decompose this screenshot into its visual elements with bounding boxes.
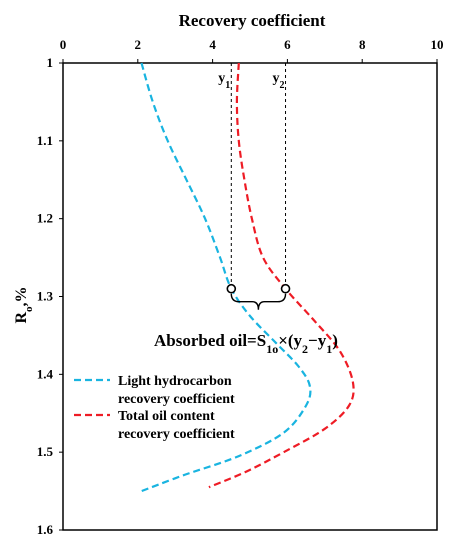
- x-tick-label: 4: [209, 37, 216, 52]
- brace-shape: [230, 293, 287, 310]
- x-tick-label: 8: [359, 37, 366, 52]
- y-tick-label: 1: [47, 55, 54, 70]
- legend-label: Total oil content: [118, 409, 215, 424]
- absorbed-oil-brace: [230, 293, 287, 310]
- absorbed-oil-annotation: Absorbed oil=S1o×(y2−y1): [154, 331, 338, 356]
- legend-label: recovery coefficient: [118, 392, 235, 407]
- chart-title: Recovery coefficient: [179, 11, 326, 30]
- legend-label: recovery coefficient: [118, 427, 235, 442]
- y-tick-label: 1.4: [37, 366, 54, 381]
- y-tick-label: 1.5: [37, 444, 54, 459]
- x-tick-label: 0: [60, 37, 67, 52]
- total-oil-series-line: [208, 62, 355, 489]
- marker-point: [280, 283, 291, 294]
- marker-label: y2: [273, 71, 285, 91]
- marker-point: [226, 283, 237, 294]
- x-tick-label: 6: [284, 37, 291, 52]
- y-tick-label: 1.3: [37, 289, 54, 304]
- x-tick-label: 10: [431, 37, 444, 52]
- y-tick-label: 1.6: [37, 522, 54, 537]
- marker-label: y1: [218, 71, 230, 91]
- plot-area: [62, 62, 438, 531]
- y-tick-label: 1.2: [37, 211, 53, 226]
- light-hydrocarbon-series-line: [140, 62, 312, 493]
- legend: Light hydrocarbon recovery coefficient Tot…: [74, 374, 235, 442]
- legend-label: Light hydrocarbon: [118, 374, 232, 389]
- y-axis-label: Ro,%: [13, 286, 35, 323]
- y-tick-label: 1.1: [37, 133, 53, 148]
- x-tick-label: 2: [135, 37, 142, 52]
